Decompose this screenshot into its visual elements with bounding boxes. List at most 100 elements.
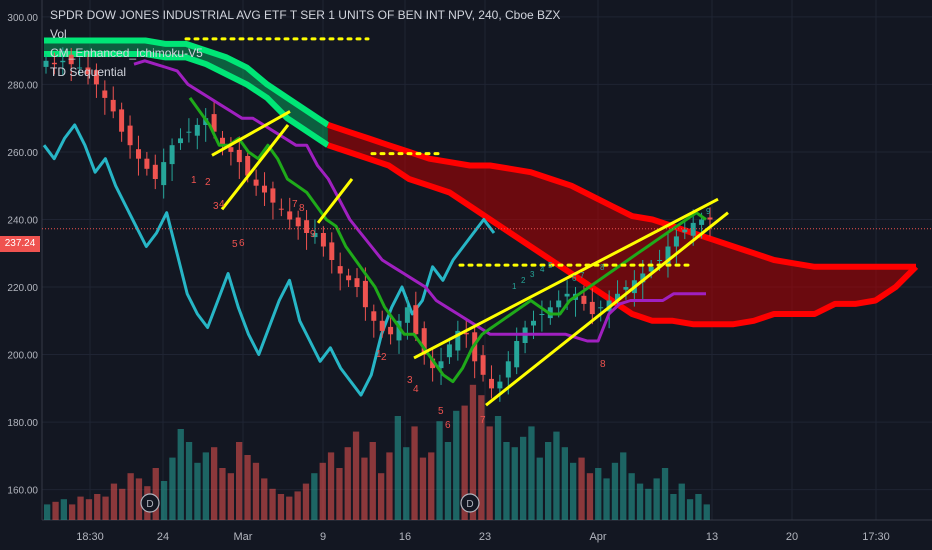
volume-bar (444, 442, 452, 520)
candle-body (404, 307, 410, 323)
y-tick-label: 300.00 (7, 13, 38, 24)
volume-bar (453, 410, 460, 520)
volume-bar (69, 504, 76, 520)
candle-body (480, 355, 486, 375)
candle-body (152, 164, 158, 179)
candle-body (110, 99, 116, 112)
ichimoku-indicator-label[interactable]: CM_Enhanced_Ichimoku-V5 (50, 46, 203, 60)
candle-body (329, 242, 335, 260)
volume-bar (411, 426, 418, 520)
td-sequential-indicator-label[interactable]: TD Sequential (50, 65, 127, 79)
volume-bar (344, 447, 351, 520)
td-count-label: 9 (310, 229, 316, 240)
volume-bar (511, 447, 518, 520)
volume-bar (44, 504, 51, 520)
td-count-label: 8 (299, 203, 305, 214)
td-count-label: 2 (521, 276, 526, 285)
volume-bar (311, 473, 318, 520)
candle-body (169, 145, 175, 165)
candle-body (102, 90, 108, 98)
dividend-marker (460, 493, 480, 513)
candle-body (68, 54, 74, 65)
x-tick-label: 20 (786, 531, 798, 543)
bearish-cloud (327, 124, 916, 325)
x-tick-label: 24 (157, 531, 169, 543)
tenkan-sen-line (188, 97, 707, 384)
dividend-marker (140, 493, 160, 513)
candle-body (43, 60, 49, 67)
senkou-span-b-bear (326, 142, 919, 328)
volume-bar (428, 452, 435, 520)
vol-indicator-label[interactable]: Vol (50, 27, 67, 41)
candle-body (640, 273, 646, 283)
dividend-marker-label: D (146, 499, 153, 510)
td-count-label: 1 (376, 349, 382, 360)
volume-bar (678, 483, 685, 520)
td-count-label: 6 (572, 274, 577, 283)
volume-bar (620, 452, 627, 520)
volume-bar (77, 496, 84, 520)
candle-body (539, 314, 545, 315)
volume-bar (110, 483, 118, 520)
x-tick-label: 13 (706, 531, 718, 543)
volume-bar (211, 447, 218, 520)
y-tick-label: 240.00 (7, 215, 38, 226)
candle-body (598, 307, 604, 309)
candle-body (413, 305, 419, 335)
volume-bar (386, 452, 393, 520)
volume-bar (661, 468, 669, 520)
volume-bar (478, 395, 485, 520)
senkou-span-a-bear (326, 122, 916, 270)
volume-bar (102, 496, 109, 520)
volume-bar (194, 462, 201, 520)
volume-bar (403, 447, 410, 520)
candle-body (682, 229, 688, 233)
volume-bar (135, 478, 143, 520)
candle-body (396, 320, 402, 341)
volume-bar (85, 499, 93, 520)
candle-body (295, 217, 301, 227)
volume-bar (695, 494, 702, 520)
trendline-upper-1 (211, 110, 291, 157)
candle-body (51, 62, 57, 65)
y-tick-label: 180.00 (7, 418, 38, 429)
td-count-label: 3 (407, 375, 413, 386)
volume-bar (561, 447, 568, 520)
kijun-sen-line (133, 59, 706, 343)
volume-bar (336, 468, 343, 520)
volume-bar (394, 416, 401, 520)
candle-body (699, 219, 705, 225)
candle-body (455, 330, 461, 351)
volume-bar (185, 442, 193, 520)
td-count-label: 7 (480, 415, 486, 426)
volume-bar (277, 494, 285, 520)
volume-bar (219, 468, 226, 520)
candle-body (270, 188, 276, 203)
candle-body (673, 236, 679, 247)
candle-body (278, 208, 284, 210)
trendline-lower-1 (220, 124, 290, 211)
y-tick-label: 220.00 (7, 283, 38, 294)
volume-bar (60, 499, 67, 520)
volume-bar (361, 457, 368, 520)
candle-body (127, 125, 133, 146)
td-count-label: 7 (580, 271, 585, 280)
candle-body (60, 60, 66, 63)
y-tick-label: 260.00 (7, 148, 38, 159)
td-count-label: 2 (381, 352, 387, 363)
volume-bar (127, 473, 134, 520)
candle-body (320, 233, 326, 247)
volume-bar (636, 483, 644, 520)
volume-bar (536, 457, 543, 520)
candle-body (489, 378, 494, 389)
candle-body (707, 217, 713, 220)
x-tick-label: 18:30 (76, 531, 104, 543)
candle-body (648, 266, 654, 272)
candle-body (236, 149, 242, 163)
volume-bar (327, 452, 335, 520)
volume-bar (319, 462, 326, 520)
volume-bar (227, 473, 234, 520)
symbol-title[interactable]: SPDR DOW JONES INDUSTRIAL AVG ETF T SER … (50, 8, 561, 22)
chart-legend: SPDR DOW JONES INDUSTRIAL AVG ETF T SER … (50, 6, 560, 82)
